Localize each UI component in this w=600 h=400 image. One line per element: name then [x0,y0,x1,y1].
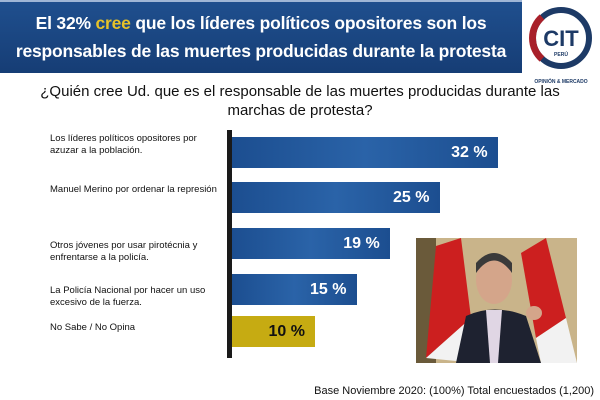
chart-title: ¿Quién cree Ud. que es el responsable de… [40,83,560,119]
svg-text:PERÚ: PERÚ [554,51,568,58]
data-label: 10 % [268,323,305,340]
category-label: La Policía Nacional por hacer un uso exc… [50,285,206,308]
category-label: No Sabe / No Opina [50,322,136,333]
bar: 25 % [232,182,440,213]
headline: El 32% cree que los líderes políticos op… [15,13,507,61]
data-label: 15 % [310,281,347,298]
bar: 19 % [232,228,390,259]
title-banner: El 32% cree que los líderes políticos op… [0,0,522,73]
bar: 15 % [232,274,357,305]
cit-logo: CIT PERÚ OPINIÓN & MERCADO [529,7,592,85]
svg-text:OPINIÓN & MERCADO: OPINIÓN & MERCADO [534,77,587,85]
svg-text:CIT: CIT [543,26,579,51]
category-label: Los líderes políticos opositores por azu… [50,133,197,156]
bar: 32 % [232,137,498,168]
category-label: Manuel Merino por ordenar la represión [50,184,217,195]
data-label: 25 % [393,189,430,206]
category-label: Otros jóvenes por usar pirotécnia y enfr… [50,240,198,263]
bar: 10 % [232,316,315,347]
data-label: 19 % [343,235,380,252]
speaker-photo [416,238,577,363]
footer-note: Base Noviembre 2020: (100%) Total encues… [314,385,594,397]
data-label: 32 % [451,144,488,161]
y-axis-line [227,130,232,358]
